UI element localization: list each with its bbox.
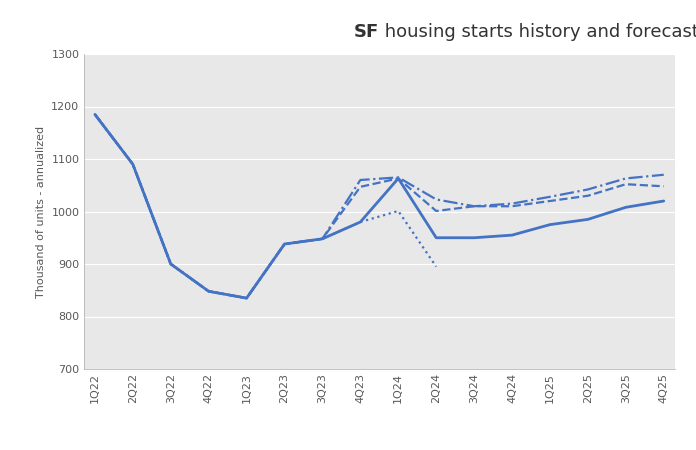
Jun 24 xyxy=(660,172,668,177)
Dec 23 xyxy=(166,261,175,267)
Text: housing starts history and forecast: housing starts history and forecast xyxy=(379,23,696,41)
Mar 24 xyxy=(394,176,402,181)
Jun 24 xyxy=(394,175,402,180)
Dec 23 xyxy=(280,241,289,247)
Mar 24 xyxy=(508,203,516,209)
Sep 24 xyxy=(129,162,137,167)
Sep 24 xyxy=(622,205,630,210)
Line: Mar 24: Mar 24 xyxy=(95,114,664,298)
Jun 24 xyxy=(318,236,326,242)
Line: Jun 24: Jun 24 xyxy=(95,114,664,298)
Mar 24 xyxy=(584,193,592,198)
Dec 23 xyxy=(318,236,326,242)
Mar 24 xyxy=(129,162,137,167)
Mar 24 xyxy=(432,208,441,214)
Title: SF housing starts history and forecast: SF housing starts history and forecast xyxy=(0,449,1,450)
Mar 24 xyxy=(356,184,365,189)
Jun 24 xyxy=(129,162,137,167)
Mar 24 xyxy=(280,241,289,247)
Jun 24 xyxy=(280,241,289,247)
Jun 24 xyxy=(356,177,365,183)
Sep 24 xyxy=(432,235,441,240)
Sep 24 xyxy=(356,219,365,225)
Dec 23 xyxy=(432,264,441,269)
Jun 24 xyxy=(90,112,99,117)
Mar 24 xyxy=(318,236,326,242)
Mar 24 xyxy=(242,295,251,301)
Jun 24 xyxy=(622,176,630,181)
Line: Sep 24: Sep 24 xyxy=(95,114,664,298)
Mar 24 xyxy=(205,288,213,294)
Jun 24 xyxy=(432,197,441,202)
Jun 24 xyxy=(205,288,213,294)
Sep 24 xyxy=(508,232,516,238)
Mar 24 xyxy=(90,112,99,117)
Sep 24 xyxy=(318,236,326,242)
Mar 24 xyxy=(660,184,668,189)
Sep 24 xyxy=(584,217,592,222)
Jun 24 xyxy=(584,187,592,192)
Jun 24 xyxy=(546,194,554,199)
Dec 23 xyxy=(90,112,99,117)
Sep 24 xyxy=(280,241,289,247)
Dec 23 xyxy=(356,219,365,225)
Mar 24 xyxy=(470,203,478,209)
Sep 24 xyxy=(546,222,554,227)
Jun 24 xyxy=(508,201,516,206)
Y-axis label: Thousand of units - annualized: Thousand of units - annualized xyxy=(35,126,46,297)
Jun 24 xyxy=(166,261,175,267)
Mar 24 xyxy=(546,198,554,204)
Sep 24 xyxy=(394,176,402,181)
Jun 24 xyxy=(242,295,251,301)
Sep 24 xyxy=(166,261,175,267)
Dec 23 xyxy=(205,288,213,294)
Text: SF: SF xyxy=(354,23,379,41)
Mar 24 xyxy=(166,261,175,267)
Dec 23 xyxy=(242,295,251,301)
Jun 24 xyxy=(470,203,478,209)
Line: Dec 23: Dec 23 xyxy=(95,114,436,298)
Sep 24 xyxy=(470,235,478,240)
Sep 24 xyxy=(90,112,99,117)
Sep 24 xyxy=(205,288,213,294)
Sep 24 xyxy=(242,295,251,301)
Dec 23 xyxy=(394,208,402,214)
Dec 23 xyxy=(129,162,137,167)
Mar 24 xyxy=(622,181,630,187)
Sep 24 xyxy=(660,198,668,204)
